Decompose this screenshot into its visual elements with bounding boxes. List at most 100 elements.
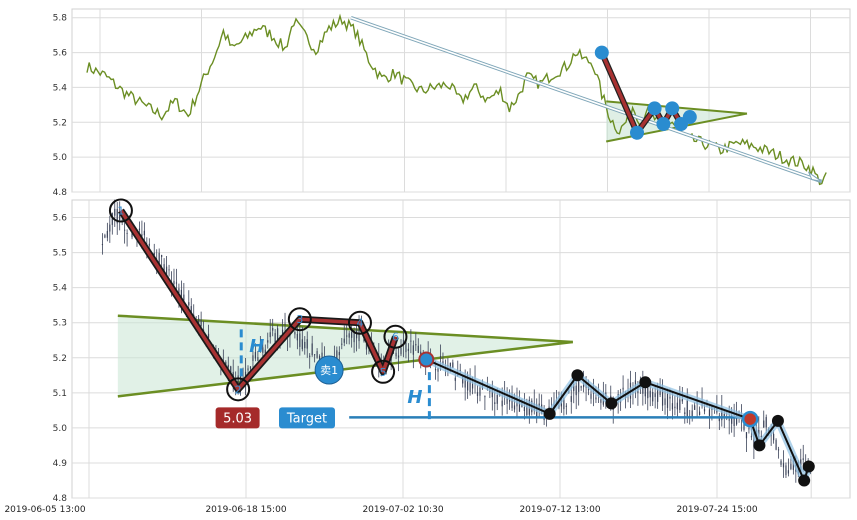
candle-body (104, 235, 106, 238)
candle-body (565, 405, 567, 407)
candle-body (252, 355, 254, 361)
candle-body (296, 333, 298, 341)
detail-target-tag-label: Target (286, 411, 327, 426)
candle-body (479, 387, 481, 396)
candle-body (437, 368, 439, 372)
detail-pattern-point-label: 3 (296, 313, 303, 326)
candle-body (496, 394, 498, 404)
candle-body (464, 377, 466, 388)
candle-body (269, 332, 271, 338)
candle-body (526, 404, 528, 416)
candle-body (570, 396, 572, 402)
detail-price-tag (215, 407, 260, 429)
candle-body (126, 233, 128, 235)
candle-body (620, 401, 622, 403)
candle-body (348, 333, 350, 338)
candle-body (773, 433, 775, 441)
detail-target-hit-point (741, 410, 759, 428)
candle-body (109, 224, 111, 232)
detail-breakout-point (418, 351, 435, 368)
detail-zigzag-point (543, 407, 556, 420)
candle-body (681, 399, 683, 402)
candle-body (708, 409, 711, 416)
candle-body (573, 384, 575, 392)
candle-body (341, 343, 343, 345)
candle-body (691, 410, 693, 418)
detail-x-tick-label: 2019-07-12 13:00 (519, 505, 600, 515)
candle-body (563, 398, 565, 410)
candle-body (580, 386, 582, 388)
candle-body (284, 323, 286, 326)
candle-body (454, 377, 456, 381)
candle-body (124, 229, 126, 231)
candle-body (417, 345, 419, 353)
candle-body (600, 399, 602, 403)
overview-y-tick-label: 5.2 (53, 118, 67, 128)
detail-pattern-point-circle (347, 310, 372, 335)
candle-body (190, 306, 192, 317)
overview-pattern-point (594, 45, 609, 60)
candle-body (410, 340, 412, 342)
candle-body (277, 328, 279, 342)
candle-body (494, 402, 496, 404)
candle-body (775, 439, 777, 450)
candle-body (787, 470, 790, 474)
overview-pattern-point (656, 117, 671, 132)
candle-body (168, 269, 170, 271)
candle-body (116, 209, 118, 224)
detail-zigzag-point (802, 460, 815, 473)
candle-body (698, 411, 701, 415)
candle-body (254, 352, 257, 359)
detail-sell-marker-label: 卖1 (320, 364, 338, 377)
candle-body (661, 390, 664, 406)
candle-body (138, 228, 141, 231)
candle-body (506, 397, 508, 404)
candle-body (760, 435, 762, 437)
candle-body (365, 343, 368, 350)
detail-y-tick-label: 5.5 (53, 249, 67, 259)
candle-body (548, 406, 550, 409)
candle-body (750, 436, 753, 438)
overview-y-tick-label: 4.8 (53, 188, 68, 198)
candle-body (733, 416, 735, 427)
candle-body (161, 254, 163, 257)
candle-body (790, 463, 792, 469)
detail-pattern-point-circle (371, 359, 396, 384)
candle-body (728, 419, 730, 421)
candle-body (306, 339, 308, 349)
candle-body (434, 368, 437, 371)
candle-body (346, 335, 348, 337)
detail-pattern-point-circle (383, 324, 408, 349)
detail-x-tick-label: 2019-06-05 13:00 (4, 505, 85, 515)
detail-y-tick-label: 5.0 (53, 424, 68, 434)
detail-triangle-lower-line (117, 340, 573, 398)
detail-pattern-line (119, 209, 398, 392)
candle-body (141, 234, 143, 239)
candle-body (590, 393, 592, 399)
detail-zigzag-point (639, 376, 652, 389)
candle-body (412, 345, 414, 355)
candle-body (257, 357, 259, 361)
candle-body (644, 384, 646, 397)
candle-body (415, 344, 417, 346)
candle-body (508, 399, 511, 402)
candle-body (657, 389, 659, 402)
candle-body (343, 338, 345, 343)
detail-y-tick-label: 5.1 (53, 389, 67, 399)
candle-body (316, 351, 318, 358)
candle-body (101, 244, 104, 246)
candle-body (153, 252, 155, 256)
candle-body (264, 349, 266, 354)
detail-pattern-point-circle (287, 307, 312, 332)
candle-body (442, 361, 444, 365)
candle-body (765, 417, 767, 428)
candle-body (684, 412, 686, 414)
candle-body (163, 264, 165, 272)
candle-body (400, 347, 402, 355)
candle-body (469, 377, 471, 393)
detail-pattern-point-label: 6 (392, 331, 399, 344)
candle-body (736, 415, 738, 425)
detail-zigzag-point (771, 414, 784, 427)
